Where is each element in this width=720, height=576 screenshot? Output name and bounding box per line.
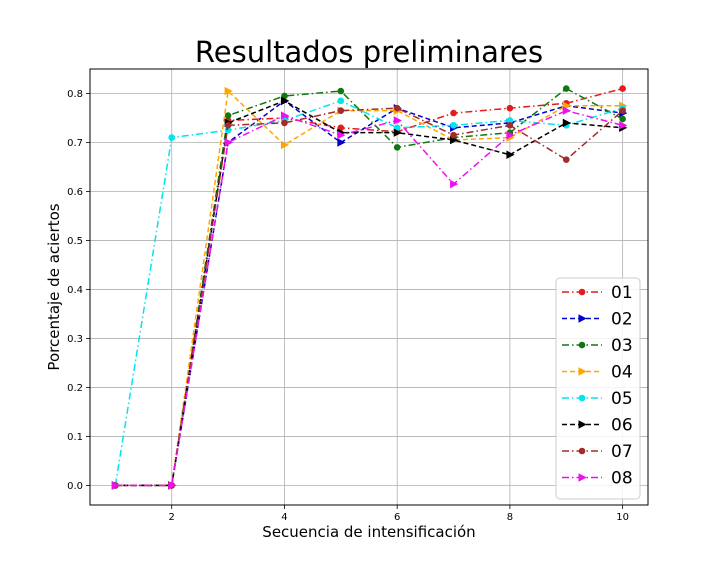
y-axis-label: Porcentaje de aciertos: [45, 203, 63, 370]
legend-marker: [578, 314, 587, 323]
y-tick-label: 0.1: [67, 432, 83, 443]
data-point: [224, 138, 233, 147]
legend-marker: [578, 367, 587, 376]
data-point: [619, 85, 626, 92]
series-lines: [111, 85, 628, 490]
y-tick-label: 0.8: [67, 89, 83, 100]
data-point: [562, 118, 571, 128]
data-point: [224, 86, 233, 96]
x-axis-label: Secuencia de intensificación: [262, 523, 475, 541]
series-line: [115, 99, 623, 487]
data-point: [619, 121, 628, 130]
legend-label: 06: [611, 416, 633, 436]
legend-entry: 04: [562, 363, 633, 383]
data-point: [337, 97, 345, 105]
data-point: [450, 122, 457, 129]
legend-box: [555, 277, 641, 500]
data-point: [393, 116, 402, 125]
data-point: [562, 85, 570, 92]
data-point: [280, 111, 290, 120]
series-05: [112, 97, 626, 489]
data-point: [619, 115, 626, 123]
data-point: [168, 134, 176, 141]
data-point: [280, 96, 290, 106]
legend-entry: 02: [562, 310, 633, 330]
data-point: [619, 107, 626, 114]
series-line: [115, 107, 624, 487]
legend-label: 02: [611, 310, 633, 330]
x-tick-label: 8: [507, 512, 513, 523]
data-point: [111, 481, 121, 490]
data-point: [506, 130, 515, 140]
data-point: [224, 122, 232, 129]
y-tick-label: 0.3: [67, 334, 83, 345]
legend-entry: 06: [562, 416, 633, 436]
legend-label: 08: [611, 469, 633, 489]
data-point: [450, 179, 459, 189]
x-tick-label: 4: [281, 512, 287, 523]
series-06: [111, 96, 628, 490]
data-point: [337, 138, 346, 147]
data-point: [337, 130, 346, 140]
series-01: [112, 85, 626, 489]
legend-label: 01: [611, 283, 633, 303]
legend-entry: 03: [562, 336, 633, 356]
data-point: [450, 109, 457, 117]
y-tick-label: 0.4: [67, 285, 83, 296]
data-point: [393, 144, 401, 151]
axis-ticks: 2 4 6 8 10 0.0 0.1 0.2 0.3 0.4 0.5 0.6 0.7 0.8: [67, 89, 629, 523]
series-08: [111, 106, 628, 490]
series-04: [111, 86, 628, 490]
data-point: [450, 131, 457, 139]
x-tick-label: 6: [394, 512, 400, 523]
y-tick-label: 0.2: [67, 383, 83, 394]
legend-label: 03: [611, 336, 633, 356]
legend: 01 02 03 04 05 06 07 08: [555, 277, 641, 500]
legend-marker: [578, 420, 587, 429]
legend-entry: 08: [562, 469, 633, 489]
series-03: [112, 85, 626, 489]
data-point: [393, 104, 401, 112]
plot-area: [89, 68, 649, 506]
data-point: [280, 140, 290, 150]
data-point: [562, 101, 571, 110]
series-line: [115, 109, 623, 487]
data-point: [224, 112, 232, 119]
series-07: [112, 104, 626, 489]
data-point: [506, 122, 514, 129]
legend-entry: 07: [562, 442, 633, 462]
data-point: [562, 156, 570, 163]
data-point: [393, 128, 402, 137]
legend-entry: 05: [562, 389, 633, 409]
data-point: [337, 87, 345, 95]
legend-marker: [578, 341, 586, 349]
legend-label: 07: [611, 442, 633, 462]
legend-label: 04: [611, 363, 633, 383]
chart-title: Resultados preliminares: [195, 35, 543, 69]
y-tick-label: 0.7: [67, 138, 83, 149]
x-tick-label: 10: [616, 512, 629, 523]
legend-marker: [578, 447, 586, 455]
legend-marker: [578, 473, 587, 482]
y-tick-label: 0.0: [67, 481, 83, 492]
data-point: [337, 107, 345, 114]
legend-label: 05: [611, 389, 633, 409]
legend-entry: 01: [562, 283, 633, 303]
series-line: [115, 87, 623, 487]
series-line: [114, 100, 623, 486]
data-point: [168, 481, 177, 490]
data-point: [506, 150, 515, 159]
data-point: [562, 106, 571, 115]
y-tick-label: 0.6: [67, 187, 83, 198]
data-point: [506, 104, 514, 112]
data-point: [281, 119, 288, 127]
series-02: [111, 96, 628, 490]
series-line: [115, 89, 623, 487]
x-tick-label: 2: [169, 512, 175, 523]
legend-marker: [578, 394, 586, 402]
legend-marker: [578, 288, 586, 296]
series-line: [115, 100, 623, 487]
y-tick-label: 0.5: [67, 236, 83, 247]
